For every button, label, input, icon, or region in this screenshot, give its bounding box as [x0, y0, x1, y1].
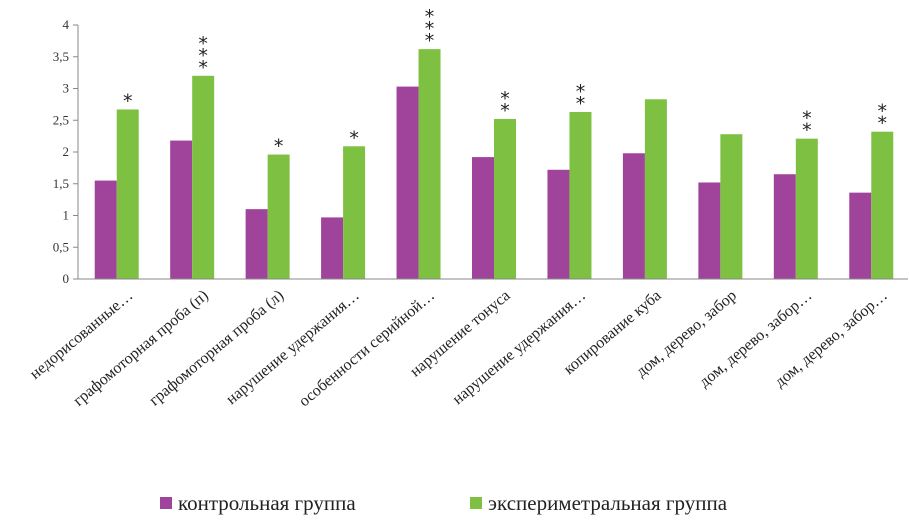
significance-star: *: [500, 100, 510, 122]
y-tick-label: 0: [63, 271, 70, 286]
bar-experimental-9: [795, 138, 818, 279]
y-tick-label: 4: [63, 17, 70, 32]
x-tick-label: особенности серийной…: [296, 287, 438, 410]
legend-swatch-control: [160, 497, 172, 509]
bar-experimental-2: [267, 154, 290, 279]
bar-control-4: [396, 86, 419, 279]
bar-experimental-0: [116, 109, 139, 279]
y-tick-label: 2: [63, 144, 70, 159]
y-tick-label: 3,5: [53, 49, 69, 64]
significance-star: *: [802, 108, 812, 130]
legend-swatch-experimental: [470, 497, 482, 509]
significance-star: *: [576, 93, 586, 115]
bar-control-7: [622, 153, 645, 279]
y-axis: 0 0,5 1 1,5 2 2,5 3 3,5 4: [53, 17, 79, 286]
significance-star: *: [123, 90, 133, 112]
bar-control-8: [698, 182, 721, 279]
significance-star: *: [802, 120, 812, 142]
bar-control-2: [245, 209, 268, 279]
significance-star: *: [349, 127, 359, 149]
bar-control-0: [94, 180, 117, 279]
bar-experimental-6: [569, 111, 592, 280]
significance-star: *: [425, 6, 435, 28]
bar-experimental-10: [871, 131, 894, 279]
significance-star: *: [198, 33, 208, 55]
legend: контрольная группа эксперимет­ральная гру…: [160, 491, 728, 515]
bar-experimental-7: [644, 99, 667, 279]
x-tick-label: нарушение удержания…: [449, 287, 589, 408]
x-tick-label: графомоторная проба (л): [146, 287, 287, 409]
significance-star: *: [425, 30, 435, 52]
significance-star: *: [576, 81, 586, 103]
y-tick-label: 1,5: [53, 176, 69, 191]
legend-label-experimental: эксперимет­ральная группа: [488, 491, 728, 515]
bar-control-3: [321, 217, 344, 279]
bar-control-10: [849, 192, 872, 279]
y-tick-label: 0,5: [53, 239, 69, 254]
bar-experimental-8: [720, 134, 743, 279]
y-tick-label: 1: [63, 208, 70, 223]
y-tick-label: 3: [63, 81, 70, 96]
significance-star: *: [878, 101, 888, 123]
bars: ***** ************: [94, 6, 894, 280]
significance-star: *: [198, 57, 208, 79]
significance-star: *: [500, 88, 510, 110]
significance-star: *: [274, 136, 284, 158]
x-tick-label: графомоторная проба (п): [70, 287, 212, 410]
x-tick-label: нарушение удержания…: [223, 287, 363, 408]
bar-control-6: [547, 169, 570, 279]
bar-experimental-5: [494, 118, 516, 279]
significance-star: *: [425, 18, 435, 40]
bar-experimental-4: [418, 49, 441, 279]
x-axis: недорисованные…графомоторная проба (п)гр…: [27, 278, 908, 410]
legend-label-control: контрольная группа: [178, 491, 356, 515]
bar-control-1: [170, 140, 193, 279]
bar-control-5: [472, 157, 494, 279]
significance-star: *: [198, 45, 208, 67]
bar-control-9: [773, 174, 796, 279]
significance-star: *: [878, 113, 888, 135]
bar-experimental-1: [192, 75, 215, 279]
bar-experimental-3: [343, 146, 366, 279]
y-tick-label: 2,5: [53, 112, 69, 127]
